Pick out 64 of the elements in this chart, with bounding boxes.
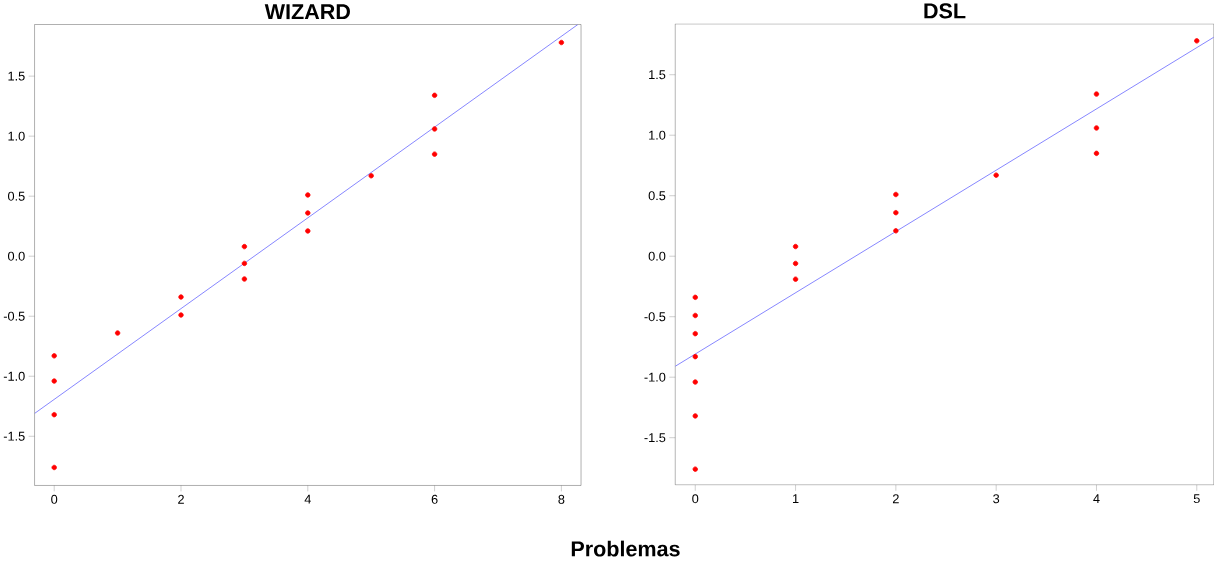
y-tick-label: 1.0 xyxy=(649,130,666,140)
y-tick-label: -1.0 xyxy=(3,371,25,381)
point xyxy=(51,411,57,418)
point xyxy=(431,151,438,157)
point xyxy=(993,172,999,178)
point xyxy=(431,126,438,132)
x-tick-label: 0 xyxy=(692,494,699,504)
point xyxy=(241,243,248,250)
y-tick-label: -1.0 xyxy=(644,372,666,382)
point xyxy=(1093,150,1100,156)
point xyxy=(241,276,248,282)
point xyxy=(1194,38,1200,44)
point xyxy=(893,227,899,234)
x-tick-label: 8 xyxy=(558,494,565,504)
point xyxy=(368,172,374,179)
point xyxy=(692,466,698,472)
x-axis-title: Problemas xyxy=(571,540,680,557)
y-tick-label: 0.5 xyxy=(648,191,666,201)
x-tick-label: 4 xyxy=(1093,494,1100,503)
y-tick-label: 1.0 xyxy=(8,131,25,141)
point xyxy=(792,260,799,266)
y-tick-label: -0.5 xyxy=(3,311,25,321)
point xyxy=(305,228,311,234)
y-tick-label: 1.5 xyxy=(649,70,666,80)
point xyxy=(692,294,698,300)
x-tick-label: 0 xyxy=(51,494,58,504)
point xyxy=(241,260,248,266)
x-tick-label: 2 xyxy=(178,494,184,504)
x-tick-label: 5 xyxy=(1193,494,1200,503)
point xyxy=(692,330,698,337)
point xyxy=(178,294,184,300)
point xyxy=(558,39,565,46)
y-tick-label: -1.5 xyxy=(644,433,666,442)
point xyxy=(305,192,311,198)
point xyxy=(114,330,121,336)
y-tick-label: -0.5 xyxy=(644,312,666,322)
x-tick-label: 6 xyxy=(431,494,438,504)
x-tick-label: 3 xyxy=(993,494,1000,504)
point xyxy=(51,378,57,384)
point xyxy=(792,276,799,282)
point xyxy=(1093,91,1100,97)
point xyxy=(692,353,698,360)
chart-title: WIZARD xyxy=(264,4,350,19)
point xyxy=(178,312,184,318)
point xyxy=(51,464,57,470)
point xyxy=(692,312,698,318)
y-tick-label: 0.5 xyxy=(7,191,25,201)
y-tick-label: 0.0 xyxy=(7,251,25,261)
point xyxy=(1093,125,1100,131)
point xyxy=(792,243,799,250)
point xyxy=(692,413,698,419)
x-tick-label: 2 xyxy=(892,494,899,503)
point xyxy=(893,191,899,198)
point xyxy=(692,379,698,385)
point xyxy=(305,210,311,216)
y-tick-label: 1.5 xyxy=(8,71,25,81)
point xyxy=(51,353,57,359)
x-tick-label: 1 xyxy=(792,494,799,503)
y-tick-label: 0.0 xyxy=(648,251,666,261)
point xyxy=(893,209,899,216)
y-tick-label: -1.5 xyxy=(3,431,25,441)
point xyxy=(431,92,438,98)
chart-title: DSL xyxy=(924,3,966,19)
x-tick-label: 4 xyxy=(304,494,311,504)
